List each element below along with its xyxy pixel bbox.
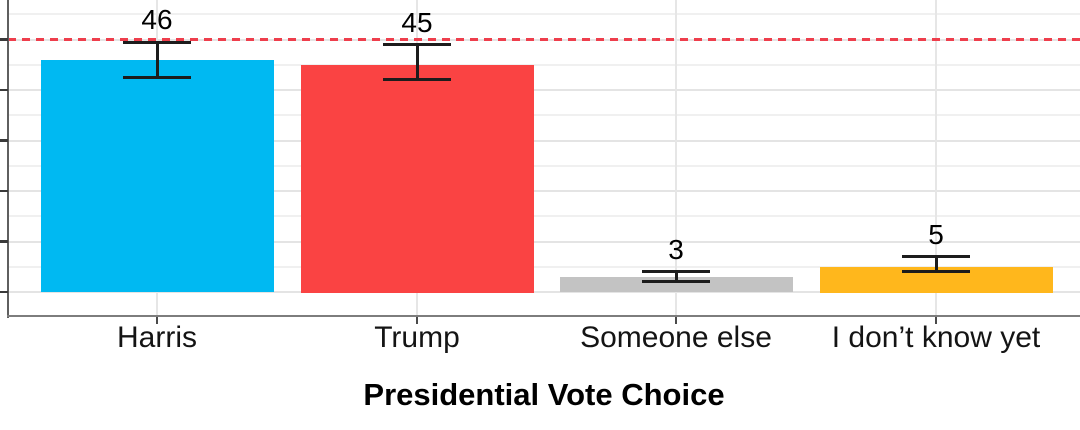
value-label-someone-else: 3 [668,233,684,265]
bar-someone-else [559,276,793,293]
error-bar-cap-bottom-i-dont-know-yet [902,270,970,274]
error-bar-stem-someone-else [674,271,678,282]
error-bar-stem-trump [415,44,419,80]
v-gridline-i-dont-know-yet [935,0,937,316]
error-bar-cap-top-trump [383,43,451,47]
category-label-trump: Trump [374,321,460,354]
majority-reference-line [8,38,1080,41]
y-axis-line [6,0,9,318]
value-label-trump: 45 [401,6,433,38]
error-bar-cap-bottom-trump [383,78,451,82]
y-axis-tick [0,189,8,193]
error-bar-cap-top-i-dont-know-yet [902,255,970,259]
h-gridline-major [8,240,1080,243]
y-axis-tick [0,240,8,243]
x-axis-line [6,314,1080,317]
x-axis-tick-someone-else [674,317,678,324]
h-gridline-major [8,190,1080,192]
error-bar-cap-bottom-someone-else [642,280,710,284]
h-gridline-minor [8,63,1080,66]
x-axis-tick-i-dont-know-yet [934,317,938,324]
h-gridline-minor [8,13,1080,16]
x-axis-tick-trump [415,317,419,324]
y-axis-tick [0,38,8,41]
category-label-someone-else: Someone else [580,321,772,354]
category-label-i-dont-know-yet: I don’t know yet [831,321,1041,354]
h-gridline-major [8,139,1080,142]
x-axis-title: Presidential Vote Choice [363,377,725,412]
bar-harris [40,59,274,293]
category-label-harris: Harris [117,321,197,354]
h-gridline-major [8,89,1080,91]
h-gridline-minor [8,215,1080,218]
y-axis-tick [0,290,8,294]
value-label-i-dont-know-yet: 5 [928,218,944,250]
error-bar-stem-i-dont-know-yet [934,256,938,272]
h-gridline-major [8,291,1080,293]
error-bar-cap-top-someone-else [642,270,710,274]
h-gridline-minor [8,114,1080,117]
error-bar-cap-bottom-harris [123,75,191,79]
x-axis-tick-harris [155,317,159,324]
y-axis-tick [0,139,8,142]
h-gridline-minor [8,164,1080,167]
error-bar-cap-top-harris [123,40,191,44]
error-bar-stem-harris [155,42,159,78]
h-gridline-minor [8,265,1080,268]
bar-trump [300,64,534,293]
value-label-harris: 46 [141,4,173,36]
y-axis-tick [0,88,8,92]
v-gridline-someone-else [675,0,677,316]
